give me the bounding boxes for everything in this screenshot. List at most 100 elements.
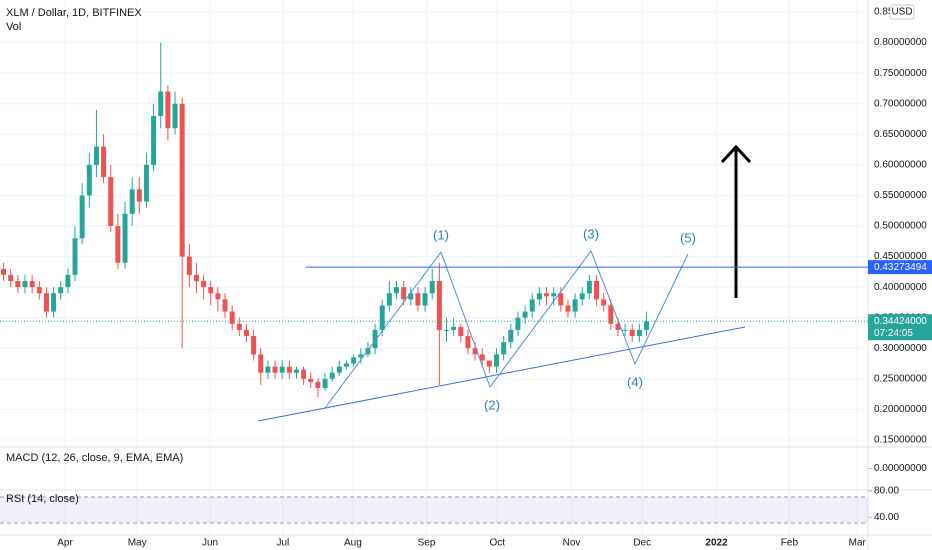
x-tick-label: Nov — [563, 538, 581, 549]
candle-body — [158, 91, 164, 116]
candle-body — [379, 305, 385, 330]
candle-body — [58, 287, 64, 294]
y-tick-label: 0.40000000 — [874, 282, 927, 293]
x-tick-label: Jul — [277, 538, 290, 549]
candle-body — [151, 115, 157, 165]
indicator-tick-label: 40.00 — [874, 512, 899, 523]
wave-label: (4) — [627, 374, 643, 389]
indicator-tick-label: 0.00000000 — [874, 463, 927, 474]
x-tick-label: May — [128, 538, 147, 549]
y-tick-label: 0.70000000 — [874, 98, 927, 109]
candle-body — [422, 293, 428, 306]
candle-body — [279, 366, 285, 373]
price-axis: 0.85 0.80000000 0.75000000 0.70000000 0.6500… — [57, 7, 927, 549]
candle-body — [258, 354, 264, 373]
candle-body — [486, 360, 492, 367]
candle-body — [215, 293, 221, 300]
candle-body — [79, 195, 85, 239]
y-tick-label: 0.50000000 — [874, 221, 927, 232]
candle-body — [251, 336, 257, 355]
x-tick-label: Feb — [781, 538, 799, 549]
last-price-badge — [868, 314, 932, 341]
candle-body — [51, 293, 57, 312]
y-tick-label: 0.80000000 — [874, 37, 927, 48]
candle-body — [93, 146, 99, 165]
candle-body — [386, 293, 392, 306]
candle-body — [329, 372, 335, 379]
x-tick-label: Mar — [849, 538, 867, 549]
y-tick-label: 0.65000000 — [874, 129, 927, 140]
candle-body — [343, 363, 349, 367]
candle-body — [393, 287, 399, 294]
candle-body — [272, 366, 278, 373]
trend-line — [257, 326, 746, 422]
indicator-tick-label: 80.00 — [874, 486, 899, 497]
candle-body — [372, 329, 378, 349]
candle-body — [43, 293, 49, 312]
candle-body — [351, 357, 357, 364]
x-tick-label: Dec — [633, 538, 651, 549]
candle-body — [465, 336, 471, 349]
x-tick-label: Oct — [489, 538, 505, 549]
candle-body — [336, 366, 342, 373]
candle-body — [286, 366, 292, 373]
candle-body — [243, 329, 249, 337]
candle-body — [429, 281, 435, 294]
x-tick-label: 2022 — [705, 538, 728, 549]
candle-body — [143, 164, 149, 202]
candle-body — [436, 281, 442, 330]
chart-title: XLM / Dollar, 1D, BITFINEX — [6, 7, 142, 19]
candle-body — [315, 381, 321, 389]
candle-body — [8, 274, 14, 282]
x-tick-label: Aug — [344, 538, 362, 549]
candle-body — [522, 311, 528, 318]
candle-body — [494, 354, 500, 367]
wave-label: (3) — [583, 226, 599, 241]
wave-label: (5) — [680, 230, 696, 245]
x-tick-label: Apr — [57, 538, 73, 549]
currency-badge — [889, 4, 915, 20]
level-badge — [868, 260, 932, 275]
candle-body — [15, 281, 21, 288]
candle-body — [615, 323, 621, 330]
candle-body — [594, 281, 600, 300]
candle-body — [208, 287, 214, 294]
candle-body — [586, 281, 592, 294]
candle-body — [115, 226, 121, 263]
currency: USD — [891, 7, 912, 18]
candle-body — [22, 281, 28, 288]
candle-body — [508, 329, 514, 343]
candle-body — [529, 299, 535, 312]
candle-body — [36, 287, 42, 294]
candle-body — [129, 189, 135, 214]
candle-body — [108, 177, 114, 227]
x-tick-label: Sep — [418, 538, 436, 549]
candle-body — [444, 329, 450, 331]
candle-body — [501, 342, 507, 355]
candle-body — [186, 256, 192, 275]
candle-body — [451, 326, 457, 330]
candle-body — [179, 103, 185, 257]
candle-body — [265, 366, 271, 373]
candle-body — [222, 299, 228, 312]
wave-label: (1) — [433, 227, 449, 242]
y-tick-label: 0.45000000 — [874, 251, 927, 262]
y-tick-label: 0.30000000 — [874, 343, 927, 354]
y-tick-label: 0.60000000 — [874, 160, 927, 171]
y-tick-label: 0.15000000 — [874, 435, 927, 446]
last-price-label: 0.34424000 — [874, 316, 927, 327]
countdown: 07:24:05 — [874, 328, 913, 339]
candle-body — [236, 323, 242, 330]
candle-body — [479, 354, 485, 361]
candle-body — [622, 329, 628, 331]
candle-body — [193, 274, 199, 282]
volume-label: Vol — [6, 21, 21, 33]
candle-body — [301, 369, 307, 379]
candle-body — [601, 299, 607, 306]
arrow-head — [720, 144, 752, 164]
candle-body — [172, 103, 178, 129]
candle-body — [608, 305, 614, 324]
candle-body — [472, 348, 478, 355]
